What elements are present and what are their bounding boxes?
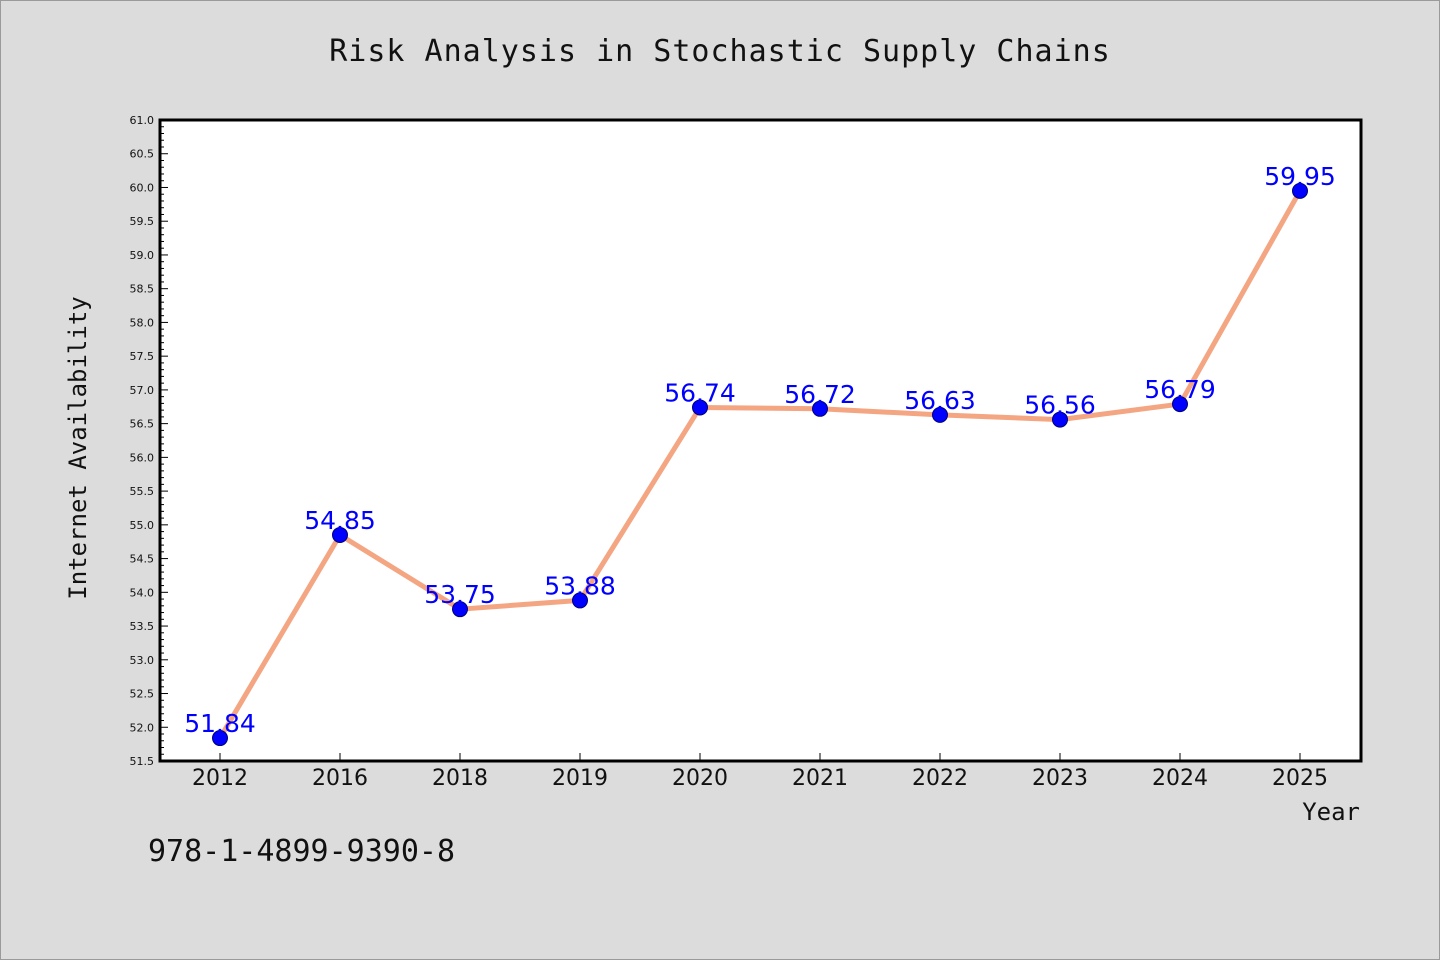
data-point [1292, 182, 1308, 199]
x-tick-label: 2023 [1032, 766, 1088, 791]
footer-code: 978-1-4899-9390-8 [148, 834, 456, 869]
x-tick-label: 2016 [312, 766, 368, 791]
y-tick-label: 60.5 [130, 148, 155, 161]
chart-title: Risk Analysis in Stochastic Supply Chain… [329, 34, 1111, 69]
data-point [1052, 411, 1068, 428]
y-tick-label: 56.5 [130, 418, 155, 431]
x-tick-label: 2019 [552, 766, 608, 791]
data-label: 56.74 [664, 378, 736, 407]
x-tick-label: 2020 [672, 766, 728, 791]
y-axis: 51.5 52.0 52.5 53.0 53.5 54.0 54.5 55.0 55.5 56.0… [130, 114, 168, 768]
data-point [212, 730, 228, 747]
data-label: 56.56 [1024, 391, 1096, 420]
y-tick-label: 58.0 [130, 316, 155, 329]
plot-area [158, 118, 1363, 763]
y-tick-label: 54.0 [130, 586, 155, 599]
y-tick-label: 53.0 [130, 654, 155, 667]
y-tick-label: 51.5 [130, 755, 155, 768]
data-point [572, 592, 588, 609]
data-point [1172, 396, 1188, 413]
data-label: 56.72 [784, 380, 856, 409]
series-layer: 51.84 54.85 53.75 53.88 56.74 56.72 56.63 56.56… [184, 162, 1336, 747]
data-point [452, 601, 468, 618]
y-tick-label: 52.5 [130, 688, 155, 701]
data-point [332, 526, 348, 543]
y-axis-title: Internet Availability [64, 296, 92, 599]
data-label: 51.84 [184, 709, 256, 738]
x-tick-label: 2021 [792, 766, 848, 791]
y-tick-label: 54.5 [130, 553, 155, 566]
y-tick-label: 59.5 [130, 215, 155, 228]
x-tick-label: 2025 [1272, 766, 1328, 791]
data-label: 53.75 [424, 580, 496, 609]
data-point [692, 399, 708, 416]
data-point [812, 400, 828, 417]
y-tick-label: 55.5 [130, 485, 155, 498]
y-tick-label: 56.0 [130, 451, 155, 464]
x-tick-label: 2012 [192, 766, 248, 791]
x-axis: 2012 2016 2018 2019 2020 2021 2022 2023 2024 2025 [192, 753, 1328, 791]
data-label: 53.88 [544, 571, 616, 600]
data-point [932, 406, 948, 423]
y-tick-label: 55.0 [130, 519, 155, 532]
x-axis-title: Year [1302, 798, 1360, 826]
y-tick-label: 57.5 [130, 350, 155, 363]
x-tick-label: 2018 [432, 766, 488, 791]
y-tick-label: 58.5 [130, 283, 155, 296]
x-tick-label: 2022 [912, 766, 968, 791]
y-tick-label: 57.0 [130, 384, 155, 397]
data-label: 56.63 [904, 386, 976, 415]
y-tick-label: 60.0 [130, 181, 155, 194]
series-line [217, 188, 1303, 741]
x-tick-label: 2024 [1152, 766, 1208, 791]
y-tick-label: 52.0 [130, 721, 155, 734]
data-label: 54.85 [304, 506, 376, 535]
y-tick-label: 59.0 [130, 249, 155, 262]
y-tick-label: 61.0 [130, 114, 155, 127]
y-tick-label: 53.5 [130, 620, 155, 633]
data-label: 59.95 [1264, 162, 1336, 191]
data-label: 56.79 [1144, 375, 1216, 404]
